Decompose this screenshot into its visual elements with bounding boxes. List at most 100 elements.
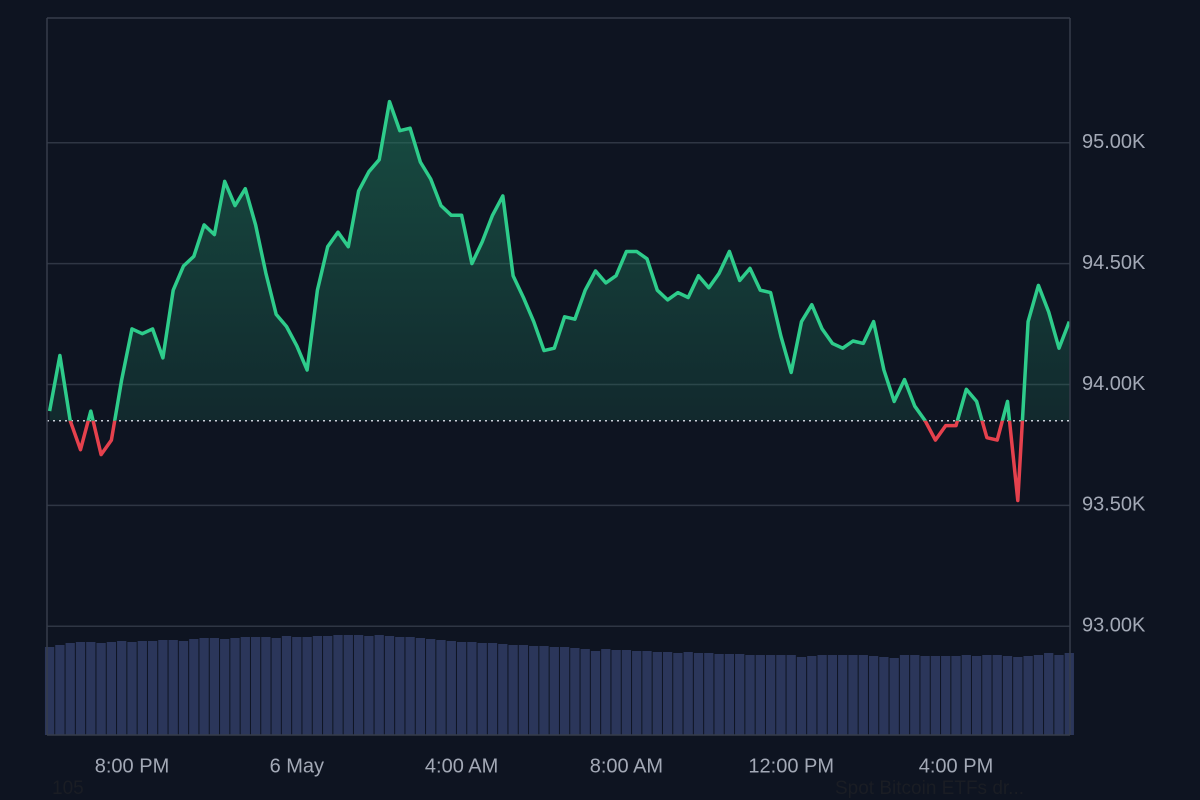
volume-bar [776, 655, 786, 735]
volume-bar [673, 653, 683, 735]
x-tick-label: 8:00 PM [95, 755, 169, 777]
volume-bar [704, 653, 714, 735]
y-tick-label: 95.00K [1082, 131, 1146, 153]
volume-bar [508, 645, 518, 735]
volume-bar [209, 638, 220, 735]
volume-bar [868, 656, 879, 735]
y-tick-label: 93.00K [1082, 614, 1146, 636]
volume-bar [137, 641, 147, 735]
volume-bar [199, 638, 209, 735]
volume-bar [477, 643, 487, 735]
volume-bar [436, 640, 446, 735]
volume-bar [941, 656, 951, 735]
volume-bar [281, 636, 292, 735]
price-area [49, 101, 1070, 421]
volume-bar [343, 635, 353, 735]
volume-bar [106, 642, 117, 735]
x-tick-label: 8:00 AM [590, 755, 663, 777]
volume-bar [178, 641, 189, 735]
price-line-up [47, 99, 1070, 421]
volume-layer [44, 635, 1074, 735]
volume-bar [652, 652, 662, 735]
volume-bar [395, 637, 405, 735]
volume-bar [364, 636, 374, 735]
volume-bar [1002, 656, 1013, 735]
volume-bar [580, 649, 590, 735]
volume-bar [920, 656, 930, 735]
volume-bar [426, 639, 436, 735]
volume-bar [611, 650, 621, 735]
volume-bar [261, 637, 271, 735]
volume-bar [1033, 655, 1044, 735]
volume-bar [992, 655, 1002, 735]
footer-note: 105 [52, 778, 84, 799]
volume-bar [487, 643, 498, 735]
volume-bar [1054, 655, 1064, 735]
volume-bar [838, 655, 848, 735]
volume-bar [240, 637, 250, 735]
volume-bar [86, 642, 96, 735]
volume-bar [44, 647, 55, 735]
volume-bar [951, 656, 961, 735]
volume-bar [827, 655, 838, 735]
volume-bar [930, 656, 941, 735]
volume-bar [724, 654, 735, 735]
x-tick-label: 6 May [270, 755, 324, 777]
volume-bar [518, 645, 529, 735]
volume-bar [1013, 657, 1023, 735]
volume-bar [632, 651, 642, 735]
volume-bar [415, 638, 426, 735]
volume-bar [384, 636, 395, 735]
volume-bar [642, 651, 652, 735]
volume-bar [529, 646, 539, 735]
volume-bar [230, 638, 240, 735]
volume-bar [559, 647, 570, 735]
volume-bar [765, 655, 776, 735]
volume-bar [745, 655, 755, 735]
y-tick-label: 93.50K [1082, 494, 1146, 516]
volume-bar [621, 650, 632, 735]
x-tick-label: 4:00 AM [425, 755, 498, 777]
volume-bar [467, 642, 477, 735]
volume-bar [96, 643, 106, 735]
volume-bar [848, 655, 858, 735]
volume-bar [601, 649, 611, 735]
volume-bar [75, 642, 86, 735]
volume-bar [817, 655, 827, 735]
volume-bar [55, 645, 65, 735]
volume-bar [858, 655, 868, 735]
volume-bar [333, 635, 343, 735]
volume-bar [539, 646, 549, 735]
x-tick-label: 12:00 PM [748, 755, 834, 777]
x-tick-label: 4:00 PM [919, 755, 993, 777]
volume-bar [456, 642, 467, 735]
volume-bar [971, 656, 982, 735]
volume-bar [590, 651, 601, 735]
volume-bar [127, 642, 137, 735]
volume-bar [312, 636, 323, 735]
volume-bar [271, 638, 281, 735]
volume-bar [405, 637, 415, 735]
text-layer: 105 Spot Bitcoin ETFs dr... 93.00K 93.50K… [52, 131, 1146, 799]
volume-bar [220, 639, 230, 735]
volume-bar [683, 652, 693, 735]
volume-bar [1044, 653, 1054, 735]
y-tick-label: 94.00K [1082, 373, 1146, 395]
volume-bar [323, 636, 333, 735]
volume-bar [786, 655, 796, 735]
volume-bar [570, 648, 580, 735]
volume-bar [353, 635, 364, 735]
volume-bar [714, 654, 724, 735]
volume-bar [549, 647, 559, 735]
volume-bar [889, 658, 899, 735]
volume-bar [693, 653, 704, 735]
volume-bar [498, 644, 508, 735]
volume-bar [796, 657, 807, 735]
volume-bar [147, 641, 158, 735]
volume-bar [117, 641, 127, 735]
volume-bar [982, 655, 992, 735]
volume-bar [374, 635, 384, 735]
volume-bar [158, 640, 168, 735]
